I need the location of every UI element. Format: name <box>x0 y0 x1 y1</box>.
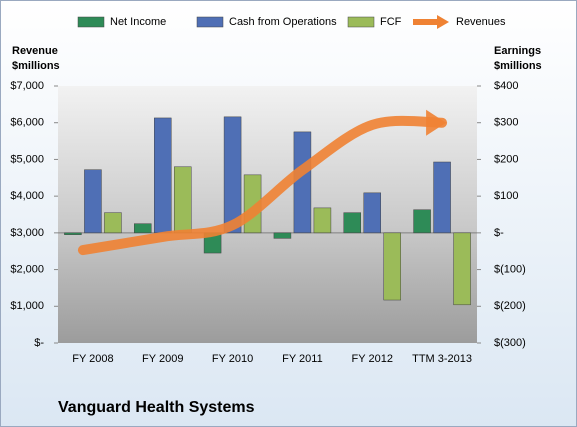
bar <box>313 207 332 234</box>
bar <box>84 169 102 234</box>
y-axis-title: $millions <box>12 60 60 72</box>
chart-title: Vanguard Health Systems <box>58 399 255 416</box>
bar <box>413 209 431 234</box>
bar <box>363 192 381 234</box>
bar <box>154 117 172 234</box>
bar <box>293 131 312 234</box>
legend-label: Revenues <box>456 16 506 28</box>
y2-tick-label: $300 <box>494 117 518 129</box>
plot-area <box>58 86 477 343</box>
bar <box>453 232 471 306</box>
bar <box>104 212 122 234</box>
y2-tick-label: $400 <box>494 80 518 92</box>
y2-axis-title: $millions <box>494 60 542 72</box>
y2-axis-title: Earnings <box>494 45 541 57</box>
bar <box>343 212 361 234</box>
x-tick-label: FY 2010 <box>212 353 253 365</box>
x-tick-label: FY 2008 <box>72 353 113 365</box>
bar <box>64 232 82 235</box>
y2-tick-label: $- <box>494 227 504 239</box>
legend-label: Net Income <box>110 16 166 28</box>
x-tick-label: TTM 3-2013 <box>412 353 472 365</box>
x-tick-label: FY 2011 <box>282 353 323 365</box>
y2-tick-label: $100 <box>494 190 518 202</box>
y-tick-label: $- <box>34 337 44 349</box>
bar <box>174 166 192 234</box>
bar <box>134 223 152 234</box>
legend-marker <box>196 16 224 28</box>
legend-label: FCF <box>380 16 402 28</box>
y-axis-title: Revenue <box>12 45 58 57</box>
y-tick-label: $4,000 <box>10 190 44 202</box>
legend-marker <box>347 16 375 28</box>
y2-tick-label: $(200) <box>494 300 526 312</box>
x-tick-label: FY 2012 <box>352 353 393 365</box>
arrow-head <box>426 109 447 136</box>
y-tick-label: $5,000 <box>10 153 44 165</box>
line <box>77 115 448 256</box>
x-tick-label: FY 2009 <box>142 353 183 365</box>
legend-marker <box>437 15 449 29</box>
y-tick-label: $6,000 <box>10 117 44 129</box>
y-tick-label: $1,000 <box>10 300 44 312</box>
bar <box>223 116 242 234</box>
bar <box>433 161 451 234</box>
y-tick-label: $7,000 <box>10 80 44 92</box>
legend-marker <box>77 16 105 28</box>
y2-tick-label: $(300) <box>494 337 526 349</box>
legend-label: Cash from Operations <box>229 16 337 28</box>
y-tick-label: $2,000 <box>10 263 44 275</box>
y2-tick-label: $(100) <box>494 263 526 275</box>
y2-tick-label: $200 <box>494 153 518 165</box>
bar <box>273 232 292 239</box>
bar <box>383 232 401 301</box>
y-tick-label: $3,000 <box>10 227 44 239</box>
